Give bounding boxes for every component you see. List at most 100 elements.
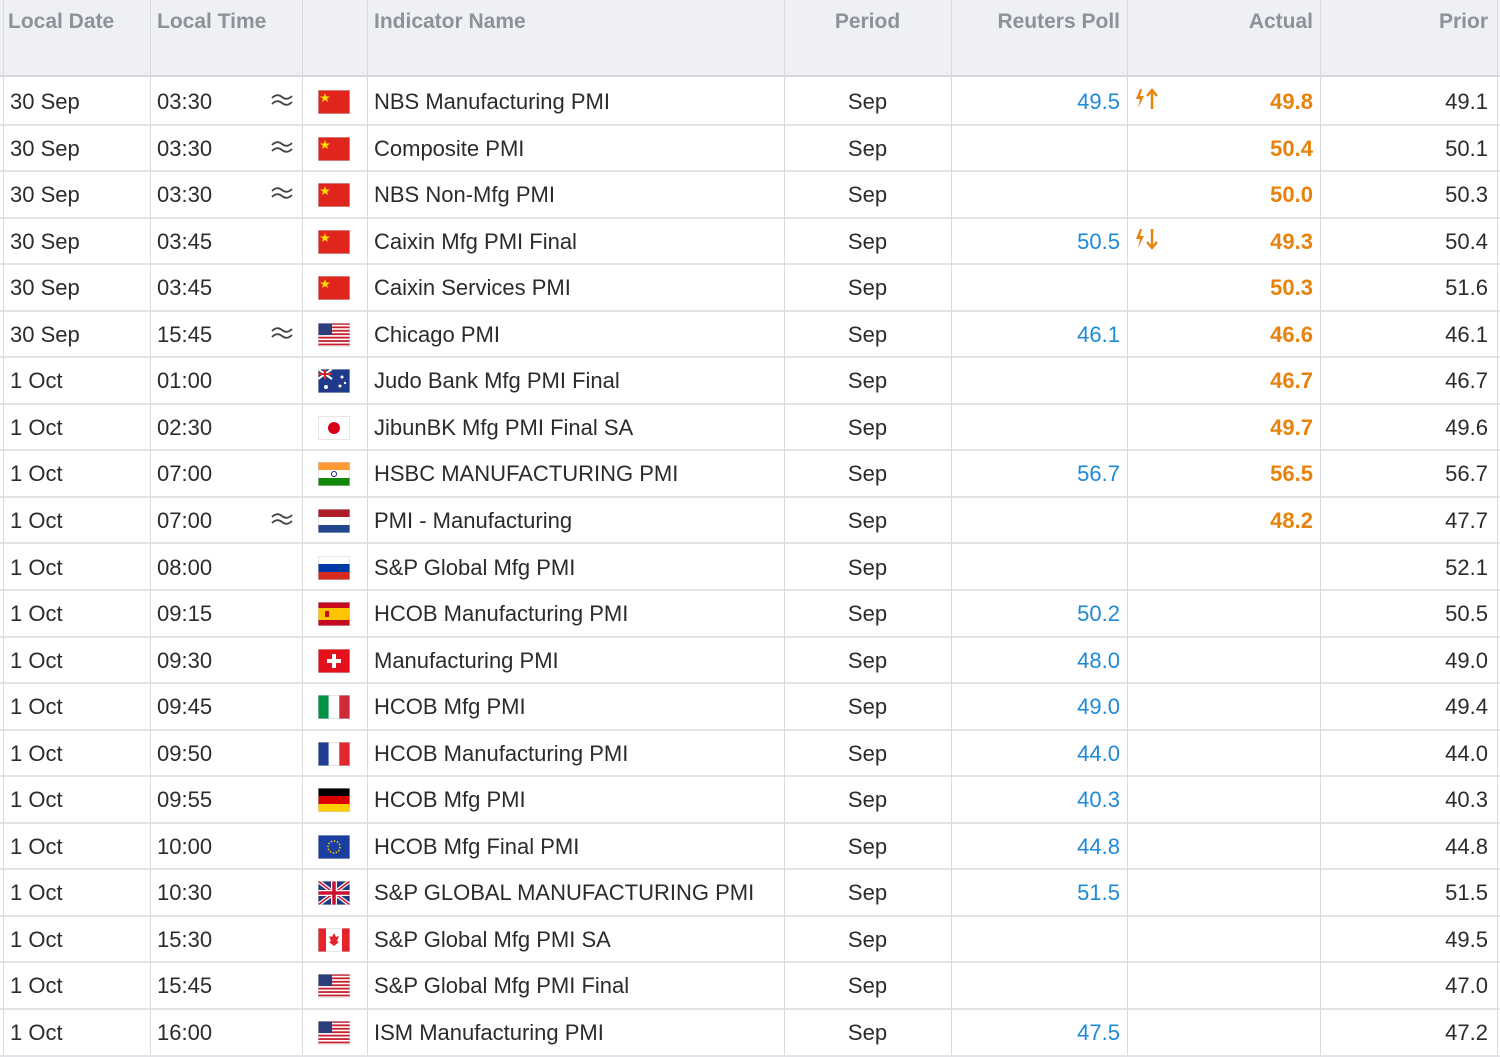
indicator-cell: S&P Global Mfg PMI SA	[374, 926, 611, 952]
icon-part	[318, 974, 350, 977]
actual-cell: 49.8	[1270, 89, 1313, 114]
country-flag	[318, 602, 350, 627]
actual-cell: 49.3	[1270, 228, 1313, 254]
icon-part	[1136, 89, 1144, 108]
country-flag	[318, 136, 350, 161]
prior-cell: 44.0	[1445, 740, 1488, 766]
poll-cell: 44.8	[1077, 833, 1120, 859]
prior-cell: 47.7	[1445, 507, 1488, 533]
country-flag	[318, 741, 350, 766]
indicator-cell: S&P Global Mfg PMI Final	[374, 973, 630, 999]
column-divider	[302, 0, 303, 1055]
icon-part	[318, 988, 350, 990]
icon-part	[318, 804, 350, 813]
country-flag	[318, 1021, 350, 1045]
date-cell: 30 Sep	[10, 275, 80, 301]
country-flag	[318, 90, 350, 114]
poll-cell: 44.0	[1077, 740, 1120, 766]
icon-part	[318, 984, 350, 987]
indicator-cell: S&P GLOBAL MANUFACTURING PMI	[374, 880, 755, 906]
time-cell: 15:30	[157, 926, 213, 952]
table-row: 1 Oct 07:00 PMI - Manufacturing Sep 48.2 47.7	[0, 498, 1500, 545]
indicator-cell: Caixin Services PMI	[374, 275, 571, 301]
actual-cell: 50.4	[1270, 135, 1313, 161]
date-cell: 30 Sep	[10, 228, 80, 254]
country-flag	[318, 788, 350, 813]
table-row: 30 Sep 03:45 Caixin Mfg PMI Final Sep 50.5 49…	[0, 219, 1500, 266]
prior-cell: 47.0	[1445, 973, 1488, 999]
indicator-cell: Chicago PMI	[374, 321, 500, 347]
icon-part	[340, 375, 344, 379]
period-cell: Sep	[847, 554, 888, 580]
icon-part	[318, 1034, 350, 1037]
approx-icon	[271, 327, 293, 339]
column-divider	[951, 0, 952, 1055]
table-row: 1 Oct 09:50 HCOB Manufacturing PMI Sep 44.0 4…	[0, 731, 1500, 778]
icon-part	[271, 187, 293, 199]
indicator-cell: NBS Manufacturing PMI	[374, 89, 610, 114]
country-flag	[318, 369, 350, 394]
icon-part	[318, 1038, 350, 1040]
period-cell: Sep	[847, 461, 888, 487]
icon-part	[325, 611, 329, 618]
period-cell: Sep	[847, 414, 888, 440]
country-flag	[318, 881, 350, 906]
table-row: 1 Oct 16:00 ISM Manufacturing PMI Sep 47.5 47…	[0, 1010, 1500, 1057]
time-cell: 03:45	[157, 228, 213, 254]
icon-part	[318, 1031, 350, 1034]
time-cell: 02:30	[157, 414, 213, 440]
poll-cell: 56.7	[1077, 461, 1120, 487]
actual-cell: 56.5	[1270, 461, 1313, 487]
date-cell: 30 Sep	[10, 321, 80, 347]
time-cell: 15:45	[157, 321, 213, 347]
period-cell: Sep	[847, 275, 888, 301]
date-cell: 1 Oct	[10, 880, 63, 906]
indicator-cell: HCOB Manufacturing PMI	[374, 601, 629, 627]
surprise-icon	[1136, 228, 1158, 250]
time-cell: 15:45	[157, 973, 213, 999]
icon-part	[318, 369, 332, 380]
prior-cell: 52.1	[1445, 554, 1488, 580]
poll-cell: 50.5	[1077, 228, 1120, 254]
icon-part	[320, 186, 330, 196]
period-cell: Sep	[847, 321, 888, 347]
icon-part	[328, 741, 340, 766]
icon-part	[318, 136, 350, 161]
column-header: Reuters Poll	[997, 10, 1120, 33]
prior-cell: 50.1	[1445, 135, 1488, 161]
prior-cell: 56.7	[1445, 461, 1488, 487]
icon-part	[318, 796, 350, 805]
period-cell: Sep	[847, 694, 888, 720]
poll-cell: 46.1	[1077, 321, 1120, 347]
time-cell: 01:00	[157, 368, 213, 394]
icon-part	[320, 232, 330, 242]
prior-cell: 44.8	[1445, 833, 1488, 859]
approx-icon	[271, 187, 293, 199]
icon-part	[1146, 228, 1158, 250]
poll-cell: 50.2	[1077, 601, 1120, 627]
time-cell: 03:30	[157, 135, 213, 161]
icon-part	[271, 513, 293, 525]
country-flag	[318, 322, 350, 347]
country-flag	[318, 462, 350, 487]
column-divider	[150, 0, 151, 1055]
icon-part	[318, 981, 350, 984]
icon-part	[328, 695, 340, 720]
prior-cell: 49.0	[1445, 647, 1488, 673]
date-cell: 30 Sep	[10, 89, 80, 114]
table-row: 30 Sep 03:30 NBS Non-Mfg PMI Sep 50.0 50.3	[0, 172, 1500, 219]
time-cell: 16:00	[157, 1020, 213, 1045]
poll-cell: 49.0	[1077, 694, 1120, 720]
column-divider	[367, 0, 368, 1055]
column-header: Actual	[1248, 10, 1313, 33]
period-cell: Sep	[847, 647, 888, 673]
country-flag	[318, 974, 350, 999]
column-header: Local Date	[8, 10, 115, 33]
prior-cell: 51.6	[1445, 275, 1488, 301]
icon-part	[318, 462, 350, 471]
time-cell: 09:50	[157, 740, 213, 766]
icon-part	[318, 563, 350, 572]
prior-cell: 46.1	[1445, 321, 1488, 347]
date-cell: 1 Oct	[10, 926, 63, 952]
